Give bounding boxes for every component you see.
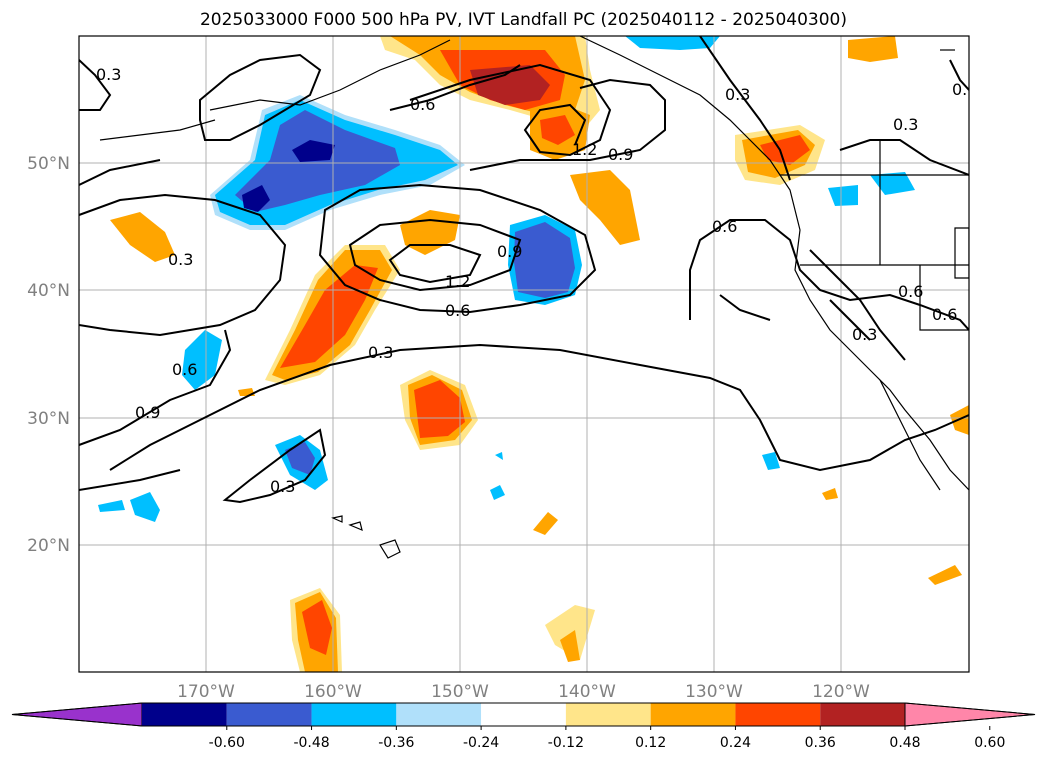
colorbar-segment [311, 703, 397, 726]
lon-label: 170°W [177, 682, 235, 702]
contour-label: 0.3 [852, 325, 877, 344]
contour-label: 0.6 [712, 217, 737, 236]
colorbar-segment [650, 703, 736, 726]
colorbar-extend-high [904, 702, 1036, 727]
lat-label: 40°N [27, 281, 70, 301]
map-frame [78, 35, 970, 673]
latitude-labels: 50°N 40°N 30°N 20°N [27, 154, 70, 556]
lon-label: 150°W [431, 682, 489, 702]
colorbar-tick-label: -0.24 [463, 735, 499, 751]
colorbar-tick-label: 0.60 [974, 735, 1005, 751]
contour-label: 0.9 [497, 242, 522, 261]
lon-label: 130°W [685, 682, 743, 702]
contour-label: 0.9 [608, 145, 633, 164]
pv-contours [79, 36, 969, 504]
colorbar-tick-label: -0.36 [378, 735, 414, 751]
lat-label: 30°N [27, 409, 70, 429]
colorbar-segment [396, 703, 482, 726]
contour-label: 1.2 [572, 140, 597, 159]
contour-label: 0.6 [410, 95, 435, 114]
colorbar-segment [226, 703, 312, 726]
lon-label: 120°W [812, 682, 870, 702]
colorbar-tick-label: -0.60 [209, 735, 245, 751]
contour-label: 0.3 [96, 65, 121, 84]
contour-label: 0.3 [725, 85, 750, 104]
colorbar-tick-label: -0.12 [548, 735, 584, 751]
map-title: 2025033000 F000 500 hPa PV, IVT Landfall… [199, 10, 847, 30]
lon-label: 140°W [558, 682, 616, 702]
colorbar-tick-label: 0.24 [720, 735, 751, 751]
lon-label: 160°W [304, 682, 362, 702]
colorbar-tick-label: 0.36 [805, 735, 836, 751]
colorbar: -0.60 -0.48 -0.36 -0.24 -0.12 0.12 0.24 0.36 0.4… [11, 702, 1036, 751]
colorbar-extend-low [11, 702, 143, 727]
contour-label: 0.3 [893, 115, 918, 134]
contour-label: 0.6 [932, 305, 957, 324]
contour-label: 0.3 [368, 343, 393, 362]
contour-labels: 0.3 0.6 0.3 0.3 1.2 0.9 0.6 0.3 0.9 1.2 … [96, 65, 977, 496]
contour-label: 0.6 [898, 282, 923, 301]
contour-label: 0.6 [172, 360, 197, 379]
colorbar-tick-label: 0.12 [635, 735, 666, 751]
longitude-labels: 170°W 160°W 150°W 140°W 130°W 120°W [177, 682, 870, 702]
coastlines [99, 36, 969, 559]
colorbar-segment [565, 703, 651, 726]
contour-label: 0.6 [952, 80, 977, 99]
contour-label: 0.3 [270, 477, 295, 496]
contour-label: 0.3 [168, 250, 193, 269]
colorbar-segment [820, 703, 905, 726]
colorbar-segment [142, 703, 227, 726]
pv-shading-positive [110, 36, 969, 672]
lat-label: 20°N [27, 536, 70, 556]
contour-label: 0.9 [135, 403, 160, 422]
colorbar-tick-label: -0.48 [293, 735, 329, 751]
pv-shading-negative [98, 36, 915, 522]
contour-label: 0.6 [445, 301, 470, 320]
colorbar-segment [735, 703, 821, 726]
colorbar-segment [481, 703, 566, 726]
contour-label: 1.2 [445, 272, 470, 291]
colorbar-outline [11, 702, 1036, 727]
lat-label: 50°N [27, 154, 70, 174]
colorbar-tick-label: 0.48 [889, 735, 920, 751]
